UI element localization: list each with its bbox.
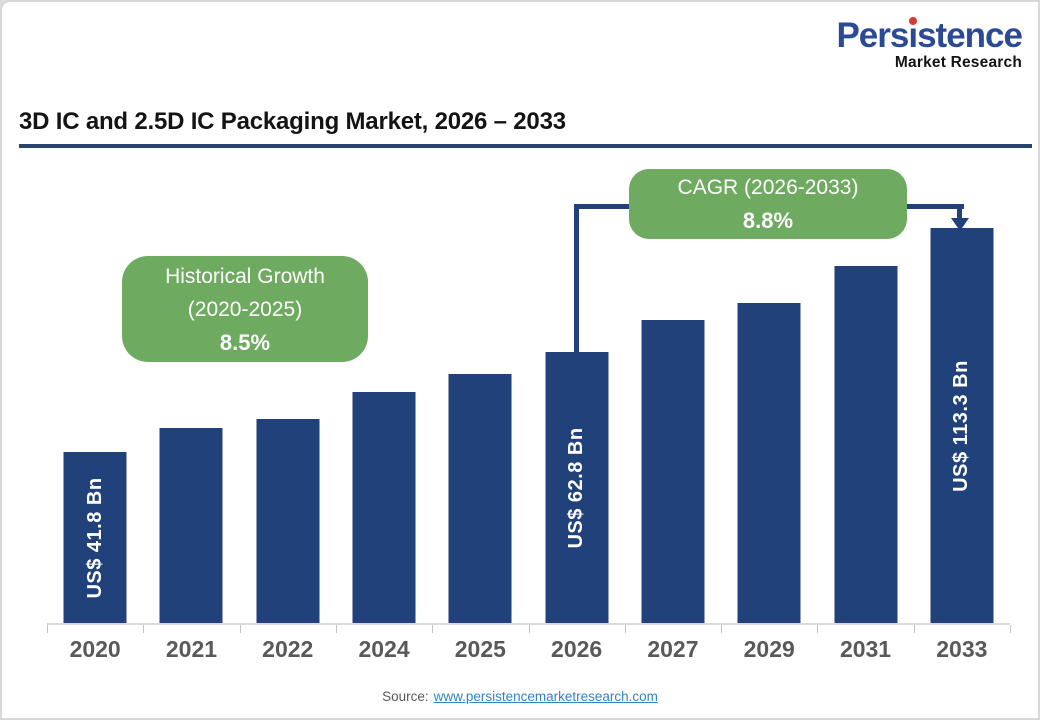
bar-value-label: US$ 41.8 Bn <box>83 476 106 599</box>
x-axis-label-2026: 2026 <box>551 636 603 662</box>
bar-slot <box>336 152 432 623</box>
x-axis-tick <box>624 625 626 633</box>
bar-2020: US$ 41.8 Bn <box>63 452 127 623</box>
bar-2022 <box>256 419 320 623</box>
x-axis-label-2024: 2024 <box>358 636 410 662</box>
plot-area: US$ 41.8 Bn US$ 62.8 Bn US$ 113.3 Bn <box>47 152 1011 633</box>
x-axis-line <box>47 623 1010 625</box>
x-axis-tick <box>528 625 530 633</box>
bar-2031 <box>834 266 898 623</box>
x-axis-tick <box>432 625 434 633</box>
bar-2026: US$ 62.8 Bn <box>545 352 609 623</box>
brand-red-dot-icon: ı <box>908 16 918 55</box>
cagr-rate: 8.8% <box>742 208 794 233</box>
historical-growth-callout: Historical Growth (2020-2025) 8.5% <box>122 256 368 362</box>
bar-2033: US$ 113.3 Bn <box>930 228 994 623</box>
bar-2029 <box>737 303 801 623</box>
x-axis-tick <box>239 625 241 633</box>
brand-tagline: Market Research <box>894 54 1022 71</box>
x-axis-tick <box>1010 625 1011 633</box>
bar-value-label: US$ 62.8 Bn <box>565 426 588 549</box>
title-block: 3D IC and 2.5D IC Packaging Market, 2026… <box>19 108 1032 148</box>
x-axis-label-2020: 2020 <box>69 636 121 662</box>
bar-slot: US$ 41.8 Bn <box>47 152 143 623</box>
brand-name-part1: Pers <box>836 16 909 55</box>
source-line: Source: www.persistencemarketresearch.com <box>2 689 1038 704</box>
cagr-connector-right-line <box>957 204 962 220</box>
arrow-down-icon <box>951 218 969 231</box>
bar-slot <box>625 152 721 623</box>
cagr-callout: CAGR (2026-2033) 8.8% <box>629 169 907 239</box>
bar-2021 <box>159 428 223 623</box>
x-axis-tick <box>143 625 145 633</box>
brand-name: Persıstence <box>836 16 1023 55</box>
x-axis-label-2027: 2027 <box>647 636 699 662</box>
historical-growth-rate: 8.5% <box>219 329 271 355</box>
x-axis-label-2021: 2021 <box>165 636 218 662</box>
x-axis-ticks <box>47 625 1011 633</box>
brand-name-part2: ı <box>908 16 918 55</box>
bar-slot <box>432 152 528 623</box>
source-prefix: Source: <box>382 689 429 704</box>
bar-slots: US$ 41.8 Bn US$ 62.8 Bn US$ 113.3 Bn <box>47 152 1010 623</box>
x-axis-tick <box>47 625 48 633</box>
bar-2027 <box>641 320 705 623</box>
historical-growth-line2: (2020-2025) <box>187 297 303 321</box>
cagr-connector-left-line <box>574 204 579 362</box>
bar-slot <box>143 152 239 623</box>
brand-logo: Persıstence Market Research <box>836 16 1023 71</box>
x-axis-tick <box>721 625 723 633</box>
x-axis-tick <box>913 625 915 633</box>
bar-2025 <box>448 374 512 623</box>
bar-slot <box>721 152 817 623</box>
historical-growth-line1: Historical Growth <box>165 264 325 288</box>
source-link[interactable]: www.persistencemarketresearch.com <box>433 689 658 704</box>
bar-slot <box>817 152 913 623</box>
x-axis-tick <box>335 625 337 633</box>
bar-slot: US$ 62.8 Bn <box>528 152 624 623</box>
page-title: 3D IC and 2.5D IC Packaging Market, 2026… <box>19 108 566 135</box>
x-axis-label-2022: 2022 <box>262 636 314 662</box>
x-axis-tick <box>817 625 819 633</box>
x-axis-label-2025: 2025 <box>454 636 506 662</box>
x-axis-label-2033: 2033 <box>936 636 988 662</box>
bar-slot <box>240 152 336 623</box>
bar-slot: US$ 113.3 Bn <box>914 152 1010 623</box>
bar-value-label: US$ 113.3 Bn <box>950 359 973 492</box>
brand-name-part3: stence <box>917 16 1023 55</box>
x-axis-label-2031: 2031 <box>839 636 892 662</box>
cagr-label: CAGR (2026-2033) <box>677 176 859 199</box>
bar-2024 <box>352 392 416 623</box>
x-axis-labels: 2020 2021 2022 2024 2025 2026 2027 2029 2031 2033 <box>47 636 1010 663</box>
x-axis-label-2029: 2029 <box>743 636 795 662</box>
